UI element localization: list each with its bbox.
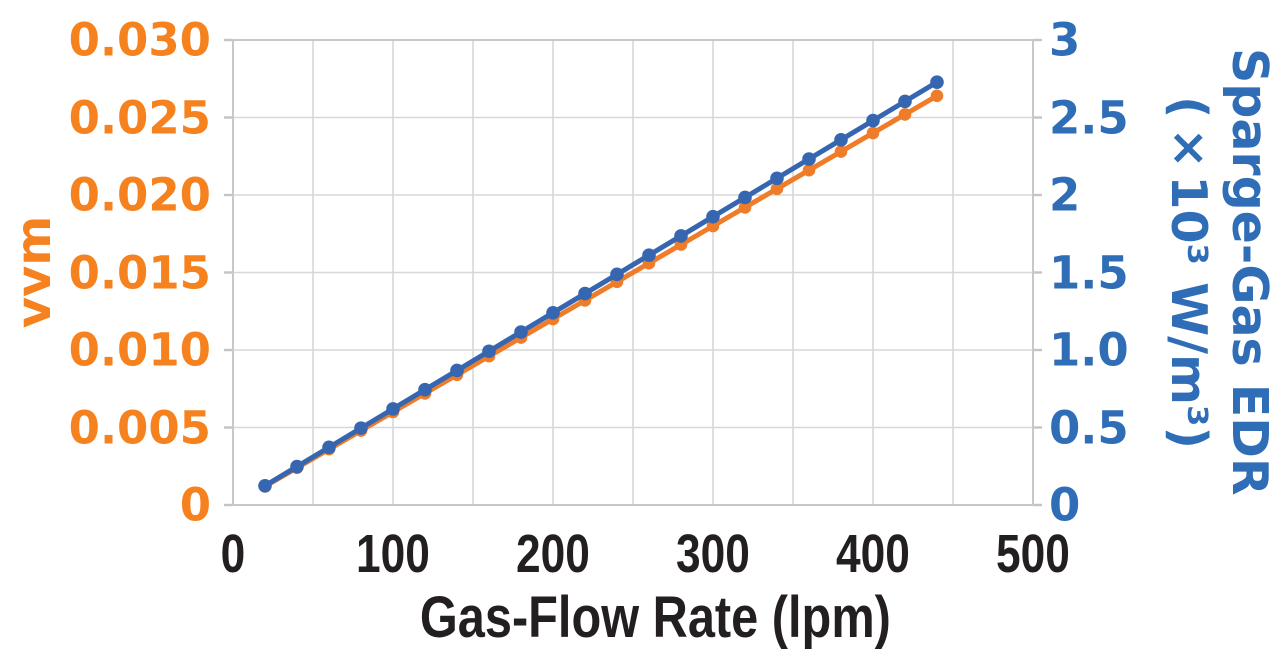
right-axis-title-line2: (×10³ W/m³) (1159, 95, 1217, 449)
left-axis-tick-label: 0.025 (68, 91, 211, 144)
x-axis-tick-label: 0 (220, 524, 246, 584)
data-point-left (706, 219, 720, 233)
data-point-right (674, 229, 688, 243)
left-axis-tick-label: 0.010 (68, 323, 211, 377)
right-axis-title: Sparge-Gas EDR (×10³ W/m³) (1150, 36, 1280, 508)
data-point-right (642, 248, 656, 262)
right-axis-tick-label: 3 (1049, 13, 1081, 67)
right-axis-title-line1: Sparge-Gas EDR (1221, 48, 1278, 496)
data-point-right (450, 363, 464, 378)
series-line-right (262, 79, 940, 489)
data-point-right (354, 421, 368, 435)
data-point-right (546, 306, 560, 320)
data-point-right (386, 402, 400, 416)
data-point-right (514, 325, 528, 339)
data-point-left (930, 89, 944, 103)
data-point-left (866, 126, 880, 140)
x-axis-tick-label: 100 (356, 524, 430, 584)
left-axis-tick-label: 0 (179, 478, 211, 532)
data-point-left (770, 182, 784, 196)
data-point-right (706, 209, 720, 224)
data-point-right (898, 94, 912, 109)
left-axis-tick-label: 0.005 (68, 401, 211, 454)
right-axis-tick-label: 0 (1049, 478, 1081, 532)
data-point-left (834, 145, 848, 158)
data-point-right (738, 190, 752, 205)
data-point-left (898, 108, 912, 121)
left-axis-tick-label: 0.015 (68, 246, 211, 299)
data-point-right (578, 286, 592, 301)
data-point-right (866, 113, 880, 128)
left-axis-tick-label: 0.020 (68, 168, 211, 222)
x-axis-tick-label: 400 (836, 524, 910, 584)
data-point-right (418, 382, 432, 397)
right-axis-tick-label: 1.5 (1049, 246, 1129, 299)
right-axis-tick-label: 1.0 (1049, 323, 1129, 377)
data-point-left (738, 201, 752, 214)
x-axis-tick-label: 200 (516, 524, 590, 584)
right-axis-tick-label: 0.5 (1049, 401, 1129, 454)
x-axis-tick-label: 300 (676, 524, 750, 584)
x-axis-title-text: Gas-Flow Rate (lpm) (419, 585, 891, 650)
plot-area (224, 38, 1042, 507)
data-point-right (930, 75, 944, 89)
left-axis-tick-label: 0.030 (68, 13, 211, 67)
data-point-right (610, 267, 624, 282)
plot-border (232, 39, 1034, 506)
right-axis-tick-label: 2 (1049, 168, 1081, 222)
x-axis-tick-label: 500 (996, 524, 1070, 584)
data-point-right (482, 344, 496, 359)
data-point-right (258, 478, 272, 493)
data-point-right (770, 171, 784, 186)
data-point-right (322, 440, 336, 455)
data-point-right (802, 152, 816, 166)
data-point-right (290, 459, 304, 474)
x-axis-title: Gas-Flow Rate (lpm) (255, 589, 1055, 647)
right-axis-tick-label: 2.5 (1049, 91, 1129, 144)
data-point-left (802, 163, 816, 177)
data-point-right (834, 133, 848, 147)
